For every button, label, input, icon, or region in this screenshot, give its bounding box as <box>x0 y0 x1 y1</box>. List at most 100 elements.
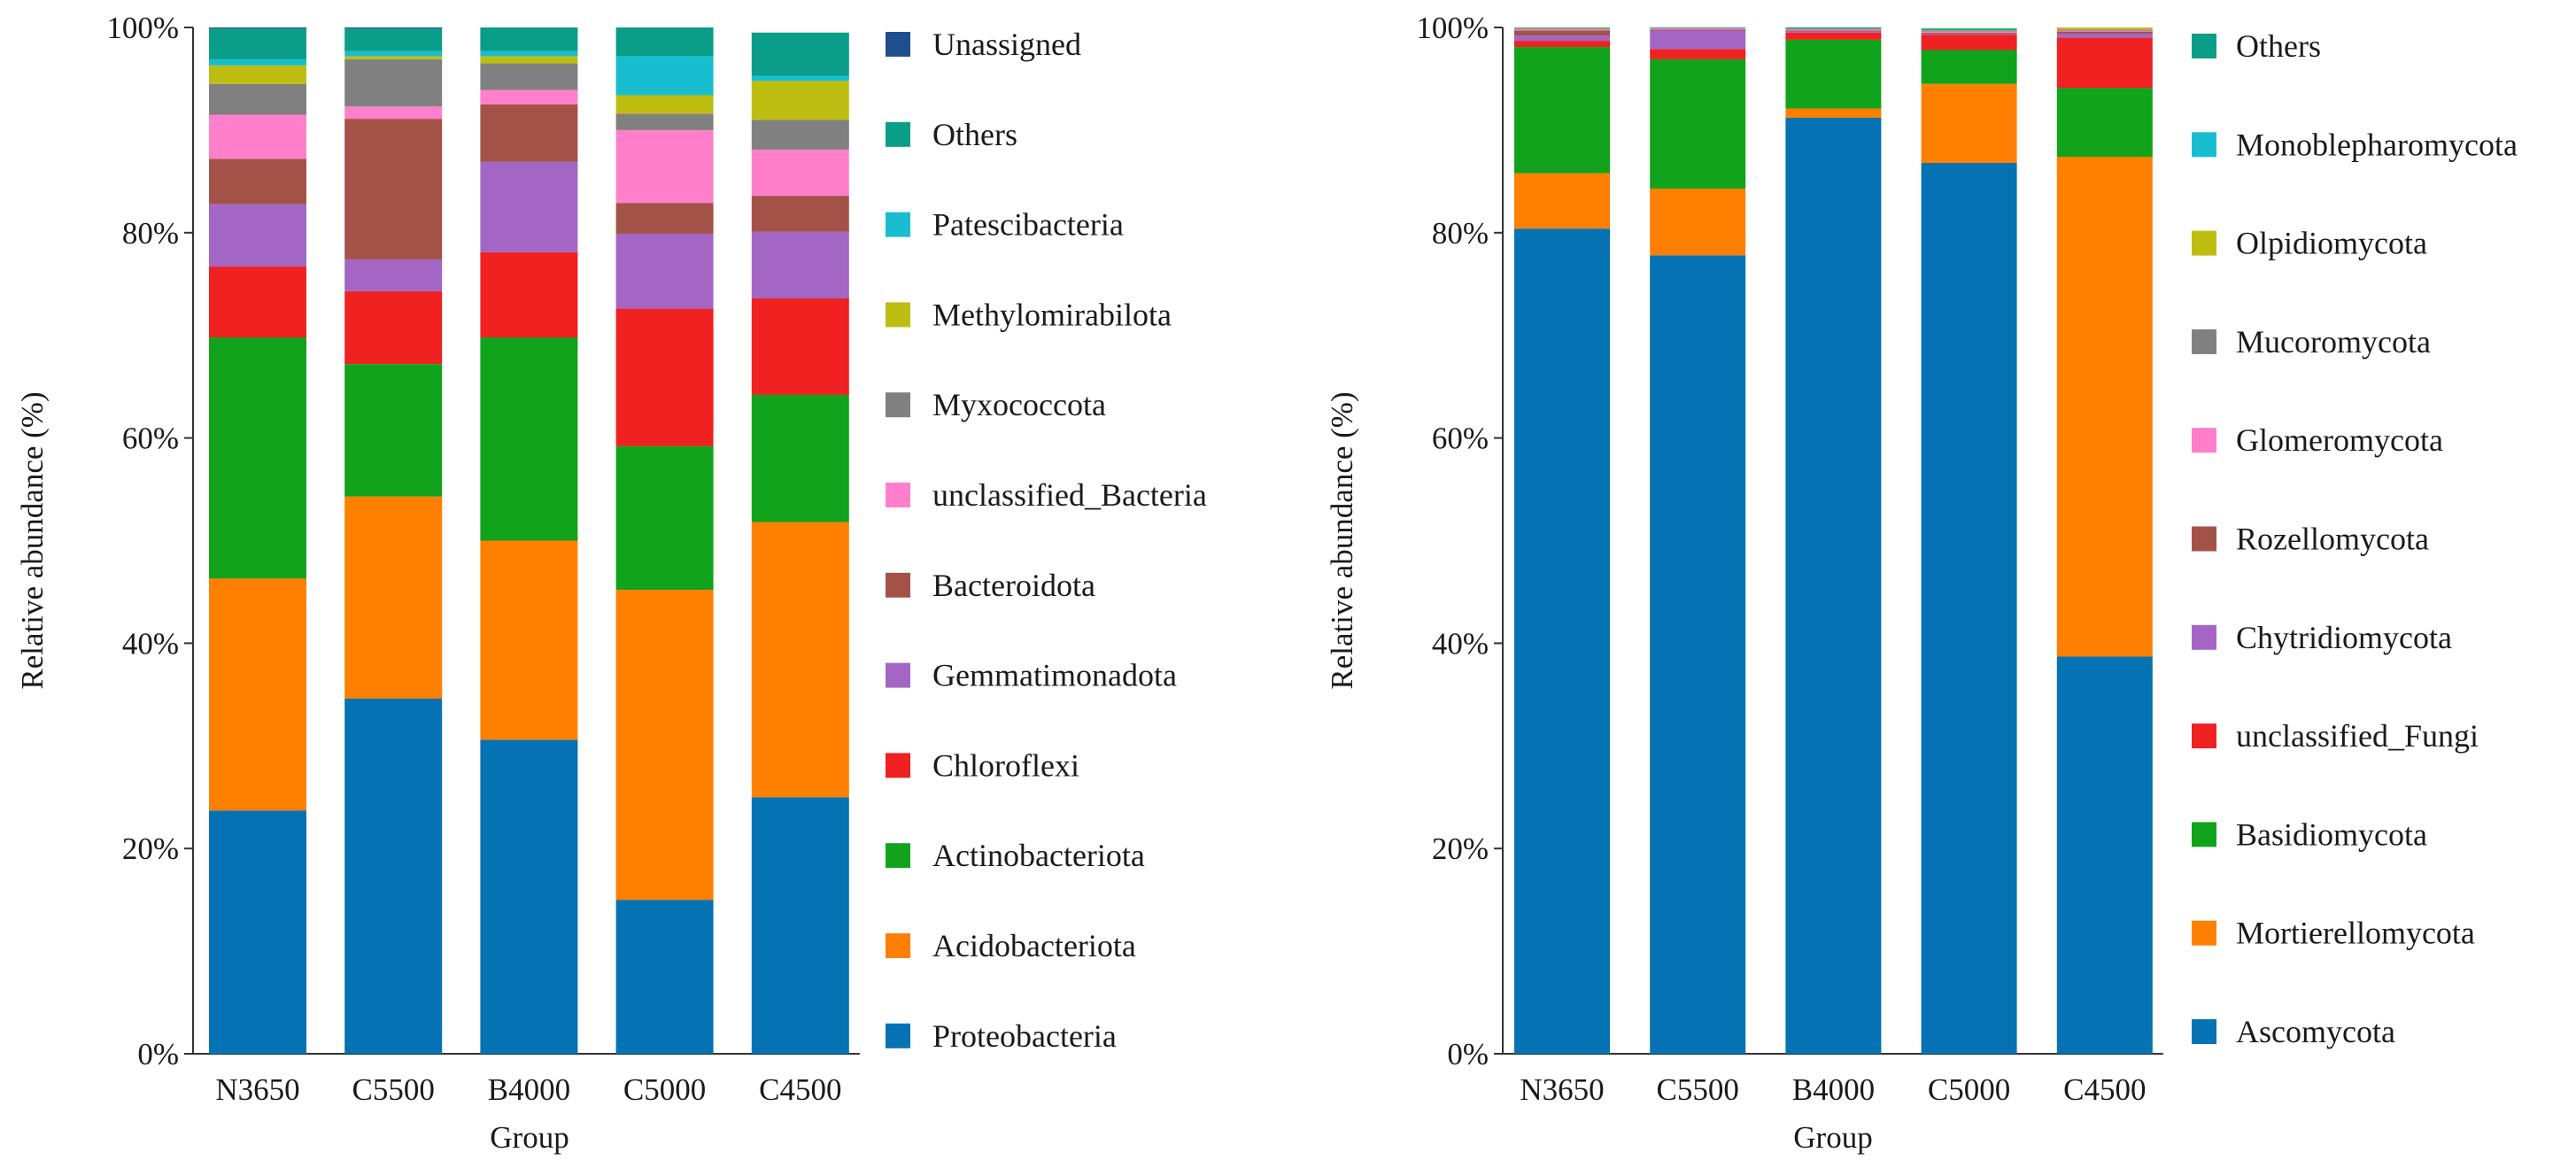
bar-c4500-actinobacteriota <box>751 394 849 522</box>
bar-b4000-actinobacteriota <box>480 337 578 541</box>
legend-swatch-chytridiomycota <box>2192 624 2216 650</box>
bar-c5500-others <box>344 28 443 51</box>
bar-c4500-patescibacteria <box>751 75 849 81</box>
y-tick-label: 20% <box>122 832 179 866</box>
bar-c5500-others <box>1650 27 1746 28</box>
bar-c5000-mortierellomycota <box>1921 83 2017 163</box>
x-tick-label-b4000: B4000 <box>488 1072 570 1107</box>
bar-c4500-ascomycota <box>2056 656 2153 1054</box>
bar-c4500-chytridiomycota <box>2056 33 2153 38</box>
legend-label-methylomirabilota: Methylomirabilota <box>932 297 1172 332</box>
bar-c5000-gemmatimonadota <box>615 233 714 309</box>
bar-n3650-acidobacteriota <box>209 578 306 811</box>
bar-c5500-glomeromycota <box>1650 28 1746 30</box>
legend-label-ascomycota: Ascomycota <box>2236 1014 2395 1049</box>
bar-n3650-unclassified-bacteria <box>209 114 306 159</box>
legend-label-bacteroidota: Bacteroidota <box>932 568 1095 603</box>
bar-c4500-proteobacteria <box>751 797 849 1054</box>
legend-label-chloroflexi: Chloroflexi <box>932 747 1079 783</box>
y-tick-label: 0% <box>1447 1037 1489 1071</box>
bar-b4000-bacteroidota <box>480 104 578 162</box>
legend-swatch-mortierellomycota <box>2192 920 2216 946</box>
bar-c5000-actinobacteriota <box>615 445 714 591</box>
bar-c4500-rozellomycota <box>2056 31 2153 34</box>
legend-label-unassigned: Unassigned <box>932 27 1081 62</box>
bar-b4000-chloroflexi <box>480 251 578 338</box>
bar-b4000-methylomirabilota <box>480 56 578 64</box>
bar-c4500-unclassified-bacteria <box>751 149 849 197</box>
legend-swatch-others <box>886 121 910 147</box>
legend-label-myxococcota: Myxococcota <box>932 387 1106 422</box>
bar-c5000-glomeromycota <box>1921 31 2017 33</box>
bar-c5000-patescibacteria <box>615 56 714 96</box>
legend-swatch-unclassified-bacteria <box>886 483 910 507</box>
legend-label-rozellomycota: Rozellomycota <box>2236 522 2429 557</box>
bar-b4000-mucoromycota <box>1785 28 1882 30</box>
x-tick-label-c5500: C5500 <box>1657 1072 1739 1107</box>
bar-c5500-ascomycota <box>1650 255 1746 1055</box>
bar-b4000-ascomycota <box>1785 117 1882 1055</box>
bar-b4000-gemmatimonadota <box>480 161 578 252</box>
bar-n3650-basidiomycota <box>1514 47 1610 174</box>
bar-c5500-unclassified-bacteria <box>344 106 443 120</box>
legend-label-others: Others <box>2236 28 2321 64</box>
bar-b4000-myxococcota <box>480 63 578 90</box>
legend-label-mortierellomycota: Mortierellomycota <box>2236 916 2475 951</box>
bar-c5500-actinobacteriota <box>344 364 443 497</box>
y-tick-label: 80% <box>122 216 179 251</box>
bar-n3650-proteobacteria <box>209 810 306 1054</box>
bar-c5500-acidobacteriota <box>344 496 443 699</box>
bar-c5500-basidiomycota <box>1650 58 1746 189</box>
bar-b4000-basidiomycota <box>1785 39 1882 109</box>
bar-n3650-methylomirabilota <box>209 65 306 84</box>
bar-n3650-actinobacteriota <box>209 337 306 579</box>
bar-c5000-others <box>615 27 714 57</box>
bar-c5000-methylomirabilota <box>615 95 714 114</box>
bar-c4500-mucoromycota <box>2056 29 2153 31</box>
y-axis-title: Relative abundance (%) <box>15 391 50 689</box>
legend-label-chytridiomycota: Chytridiomycota <box>2236 620 2452 655</box>
bar-c5500-chloroflexi <box>344 290 443 365</box>
bar-n3650-patescibacteria <box>209 58 306 66</box>
legend-swatch-patescibacteria <box>886 212 910 237</box>
legend-swatch-unassigned <box>886 32 910 57</box>
legend-swatch-basidiomycota <box>2192 822 2216 847</box>
bar-c5500-bacteroidota <box>344 119 443 259</box>
bar-b4000-glomeromycota <box>1785 29 1882 31</box>
x-tick-label-c5000: C5000 <box>1928 1072 2010 1107</box>
y-tick-label: 40% <box>1432 626 1489 661</box>
legend-swatch-actinobacteriota <box>886 843 910 869</box>
legend-swatch-rozellomycota <box>2192 526 2216 552</box>
legend-swatch-bacteroidota <box>886 572 910 598</box>
bar-c4500-mortierellomycota <box>2056 157 2153 657</box>
bar-n3650-mortierellomycota <box>1514 173 1610 229</box>
bar-c4500-others <box>751 32 849 76</box>
bar-c4500-chloroflexi <box>751 298 849 395</box>
x-tick-label-c4500: C4500 <box>2063 1072 2146 1107</box>
legend-swatch-acidobacteriota <box>886 933 910 958</box>
legend-swatch-others <box>2192 34 2216 58</box>
legend-swatch-chloroflexi <box>886 753 910 778</box>
bar-c4500-methylomirabilota <box>751 81 849 120</box>
bar-b4000-rozellomycota <box>1785 30 1882 32</box>
bar-n3650-myxococcota <box>209 83 306 115</box>
bar-n3650-bacteroidota <box>209 159 306 205</box>
bar-c5000-others <box>1921 28 2017 30</box>
fungi-phylum-chart: 0% 20% 40% 60% 80% 100% N3650 C5500 B4000 C5000 C4… <box>1325 11 2518 1155</box>
bar-c5000-unclassified-fungi <box>1921 35 2017 50</box>
x-axis-title: Group <box>490 1120 569 1155</box>
legend-swatch-mucoromycota <box>2192 329 2216 354</box>
bar-c5000-mucoromycota <box>1921 30 2017 32</box>
bar-b4000-mortierellomycota <box>1785 108 1882 118</box>
bar-n3650-ascomycota <box>1514 228 1610 1054</box>
bar-c4500-gemmatimonadota <box>751 231 849 298</box>
legend-swatch-myxococcota <box>886 392 910 418</box>
bar-b4000-patescibacteria <box>480 50 578 57</box>
bar-n3650-unclassified-fungi <box>1514 41 1610 48</box>
bar-c5500-methylomirabilota <box>344 56 443 59</box>
bar-c5000-basidiomycota <box>1921 50 2017 84</box>
legend-swatch-gemmatimonadota <box>886 662 910 688</box>
bar-c5000-chloroflexi <box>615 308 714 446</box>
legend-label-acidobacteriota: Acidobacteriota <box>932 928 1136 963</box>
